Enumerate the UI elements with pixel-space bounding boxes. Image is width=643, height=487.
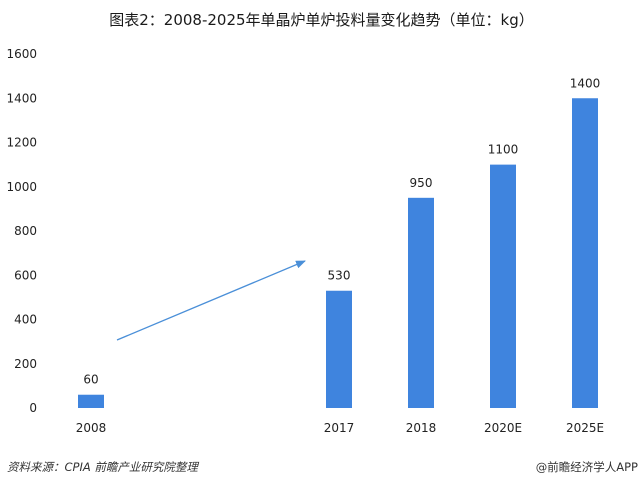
- bar-2017: [326, 290, 352, 408]
- y-tick-label: 1200: [6, 136, 37, 150]
- x-tick-label: 2017: [324, 421, 355, 435]
- y-tick-label: 600: [14, 268, 37, 282]
- bar-2018: [408, 197, 434, 408]
- bar-2020E: [490, 164, 516, 408]
- y-tick-label: 1000: [6, 180, 37, 194]
- x-tick-label: 2025E: [566, 421, 604, 435]
- source-note: 资料来源：CPIA 前瞻产业研究院整理: [7, 460, 198, 474]
- y-tick-label: 800: [14, 224, 37, 238]
- data-label-2025E: 1400: [570, 76, 601, 90]
- data-label-2020E: 1100: [488, 143, 519, 157]
- y-tick-label: 0: [29, 401, 37, 415]
- data-label-2018: 950: [410, 176, 433, 190]
- y-tick-label: 1600: [6, 47, 37, 61]
- bar-2008: [78, 394, 104, 408]
- data-label-2017: 530: [328, 269, 351, 283]
- y-tick-label: 400: [14, 313, 37, 327]
- x-axis: 2008 2017 2018 2020E 2025E: [76, 421, 604, 435]
- brand-credit: @前瞻经济学人APP: [535, 460, 638, 474]
- y-axis: 0 200 400 600 800 1000 1200 1400 1600: [6, 47, 37, 415]
- data-label-2008: 60: [83, 373, 98, 387]
- bar-2025E: [572, 98, 598, 408]
- x-tick-label: 2008: [76, 421, 107, 435]
- y-tick-label: 200: [14, 357, 37, 371]
- x-tick-label: 2018: [406, 421, 437, 435]
- bar-series: [78, 98, 598, 408]
- data-labels: 60 530 950 1100 1400: [83, 76, 600, 386]
- chart-title: 图表2：2008-2025年单晶炉单炉投料量变化趋势（单位：kg）: [109, 11, 534, 29]
- trend-arrow: [116, 260, 306, 341]
- y-tick-label: 1400: [6, 91, 37, 105]
- x-tick-label: 2020E: [484, 421, 522, 435]
